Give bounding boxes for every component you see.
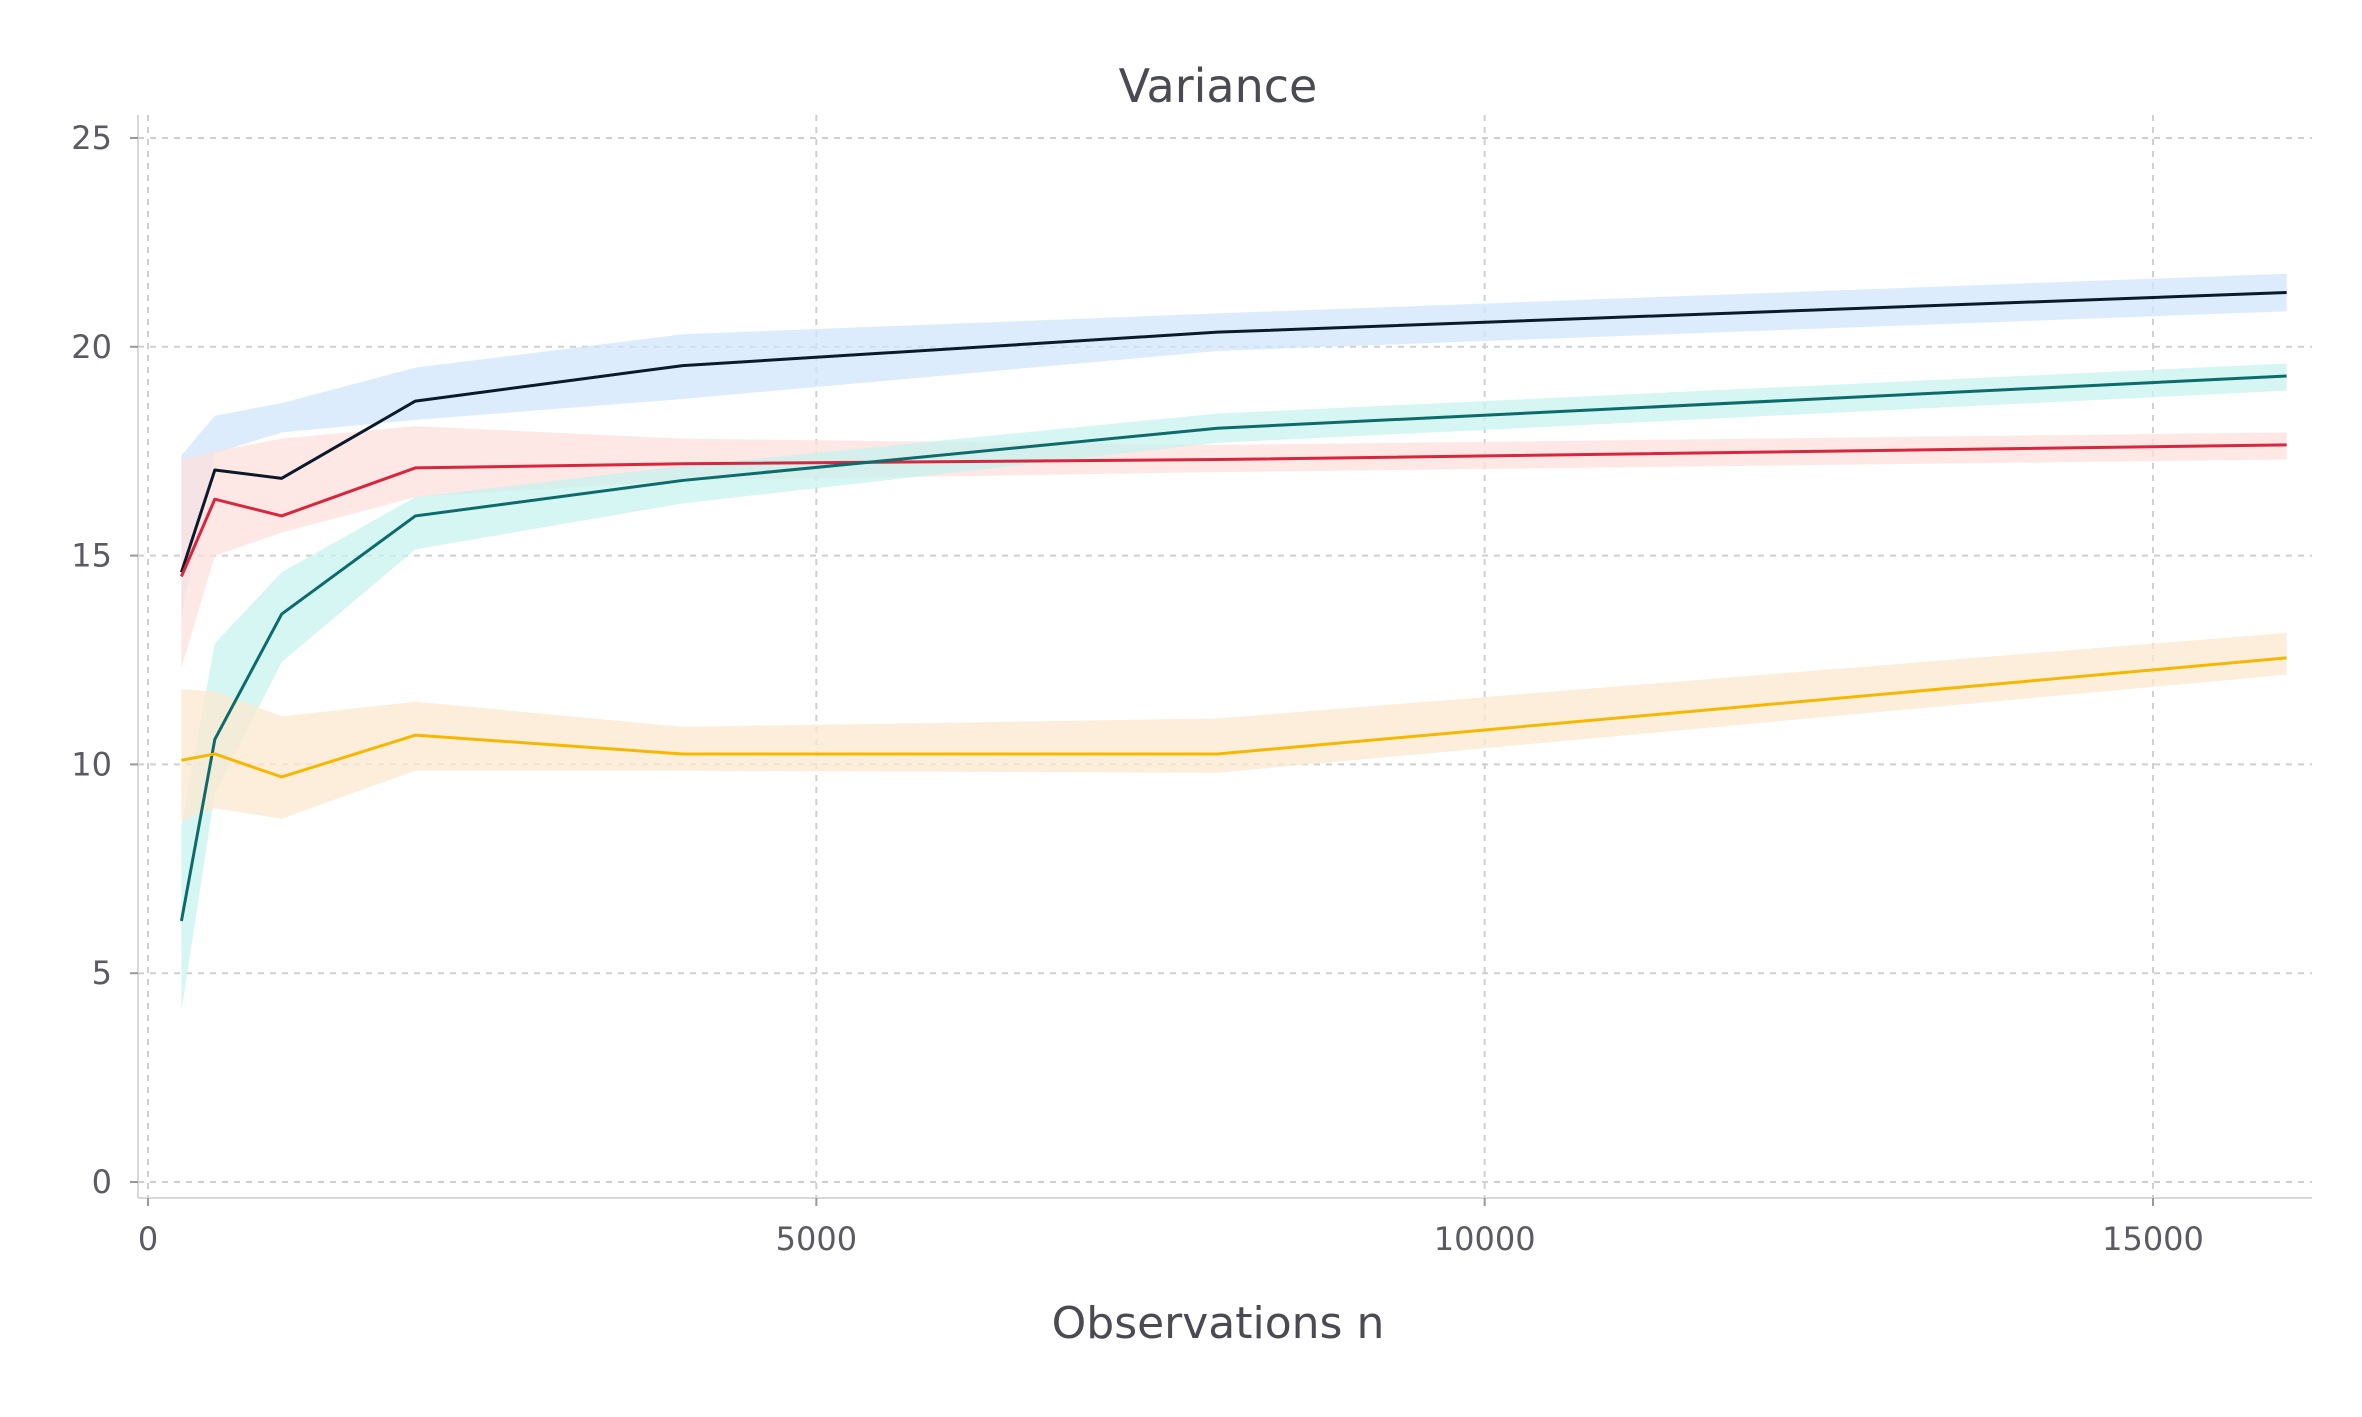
y-tick-label: 15 <box>71 537 112 575</box>
x-tick-label: 10000 <box>1434 1220 1536 1258</box>
series-2-line <box>180 443 2287 578</box>
series-1-band <box>181 273 2287 619</box>
x-axis-label: Observations n <box>1052 1298 1385 1349</box>
confidence-bands <box>181 273 2287 1011</box>
series-3-line <box>179 374 2287 922</box>
y-axis-ticks: 0 5 10 15 20 25 <box>71 119 138 1201</box>
y-tick-label: 25 <box>71 119 112 157</box>
series-1-line <box>179 291 2287 573</box>
chart-title: Variance <box>1119 59 1318 113</box>
series-2-band <box>181 426 2287 669</box>
y-tick-label: 5 <box>92 954 112 992</box>
series-4-band <box>181 632 2287 821</box>
y-tick-label: 0 <box>92 1163 112 1201</box>
grid <box>137 115 2312 1199</box>
x-tick-label: 5000 <box>776 1220 857 1258</box>
x-tick-label: 0 <box>138 1220 158 1258</box>
y-tick-label: 20 <box>71 328 112 366</box>
series-4-line <box>181 656 2287 779</box>
series-lines <box>179 291 2287 922</box>
x-axis-ticks: 0 5000 10000 15000 <box>138 1198 2204 1258</box>
x-tick-label: 15000 <box>2102 1220 2204 1258</box>
y-tick-label: 10 <box>71 745 112 783</box>
